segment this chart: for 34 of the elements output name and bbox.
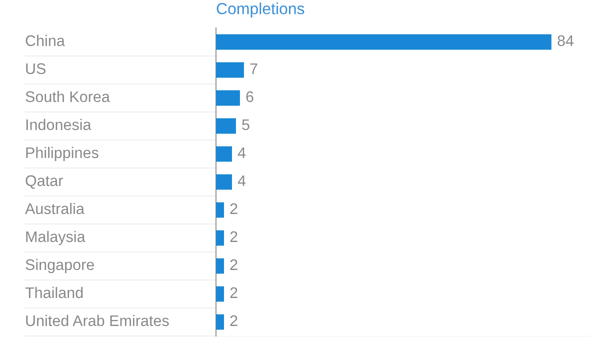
data-label: 2 bbox=[230, 231, 238, 242]
y-tick-label: Malaysia bbox=[26, 230, 86, 246]
data-label: 5 bbox=[242, 119, 250, 130]
y-tick-label: South Korea bbox=[26, 90, 110, 102]
data-label: 6 bbox=[246, 91, 254, 102]
data-label: 7 bbox=[250, 63, 258, 74]
y-tick-label: United Arab Emirates bbox=[26, 314, 169, 326]
bar bbox=[216, 202, 224, 218]
bar bbox=[216, 90, 240, 106]
bar bbox=[216, 230, 224, 246]
bar bbox=[216, 258, 224, 274]
data-label: 2 bbox=[230, 315, 238, 326]
y-tick-label: Indonesia bbox=[26, 118, 92, 130]
data-label: 2 bbox=[230, 259, 238, 270]
y-tick-label: China bbox=[26, 34, 65, 46]
data-label: 4 bbox=[238, 147, 246, 158]
chart-title: Completions bbox=[216, 2, 304, 18]
data-label: 84 bbox=[558, 35, 574, 46]
y-tick-label: Singapore bbox=[26, 258, 94, 274]
bar bbox=[216, 286, 224, 302]
data-label: 4 bbox=[238, 175, 246, 186]
data-label: 2 bbox=[230, 203, 238, 214]
y-tick-label: Qatar bbox=[26, 175, 63, 189]
bar bbox=[216, 34, 552, 50]
bar bbox=[216, 118, 236, 134]
bar bbox=[216, 146, 232, 162]
bar bbox=[216, 314, 224, 330]
y-tick-label: US bbox=[26, 63, 46, 74]
y-tick-label: Thailand bbox=[25, 286, 83, 298]
y-tick-label: Philippines bbox=[26, 146, 98, 162]
data-label: 2 bbox=[230, 287, 238, 298]
y-tick-label: Australia bbox=[25, 202, 84, 214]
bar bbox=[216, 174, 232, 190]
bar bbox=[216, 62, 244, 78]
